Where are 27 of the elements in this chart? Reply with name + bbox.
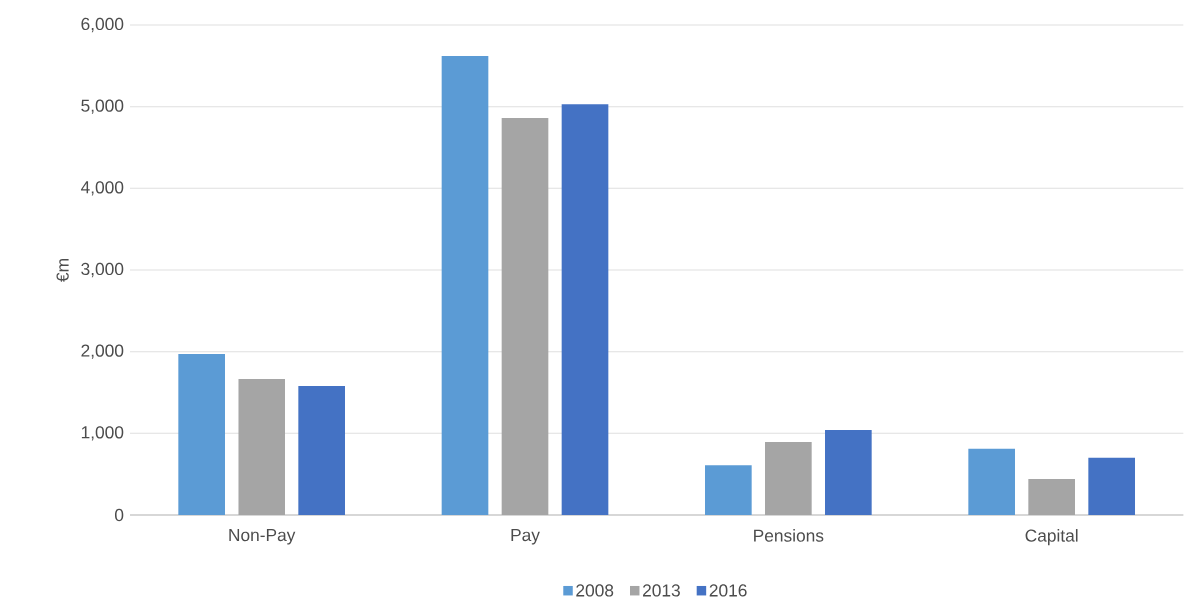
bar bbox=[1028, 479, 1075, 515]
y-tick-label: 3,000 bbox=[81, 262, 124, 278]
y-tick-label: 1,000 bbox=[81, 426, 124, 441]
x-tick-label: Capital bbox=[1025, 529, 1078, 546]
x-tick-label: Pay bbox=[511, 529, 540, 545]
y-axis-title: €m bbox=[56, 259, 69, 282]
legend-label: 2008 bbox=[576, 584, 614, 597]
x-tick-label: Non-Pay bbox=[229, 529, 296, 545]
y-tick-label: 4,000 bbox=[80, 181, 124, 196]
bar bbox=[1088, 457, 1136, 515]
bar bbox=[765, 441, 812, 515]
bar bbox=[238, 379, 285, 515]
y-tick-label: 6,000 bbox=[81, 17, 124, 33]
bar bbox=[705, 465, 752, 515]
y-tick-label: 0 bbox=[114, 508, 124, 522]
x-tick-label: Pensions bbox=[754, 529, 824, 542]
bar bbox=[825, 430, 872, 515]
bar bbox=[561, 104, 609, 515]
bar bbox=[298, 385, 345, 515]
y-tick-label: 5,000 bbox=[81, 99, 124, 114]
bar bbox=[441, 56, 489, 515]
bar bbox=[178, 354, 225, 515]
legend-label: 2016 bbox=[709, 584, 747, 597]
bar bbox=[501, 118, 549, 515]
legend-label: 2013 bbox=[643, 584, 680, 597]
y-tick-label: 2,000 bbox=[81, 344, 124, 359]
bar bbox=[968, 448, 1015, 515]
